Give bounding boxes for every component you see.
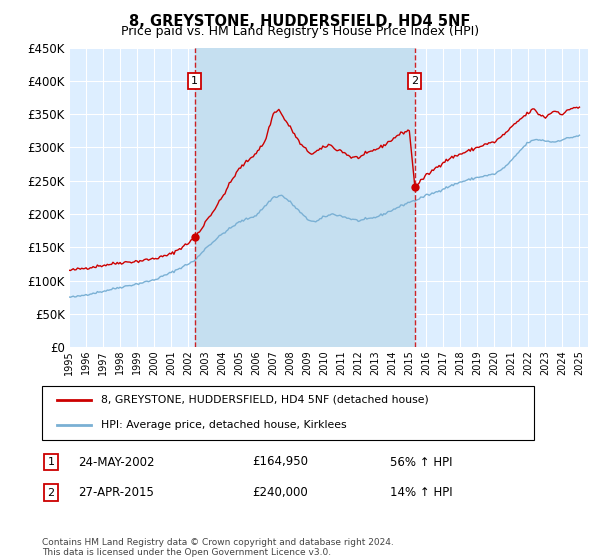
Text: 24-MAY-2002: 24-MAY-2002: [78, 455, 155, 469]
Text: £240,000: £240,000: [252, 486, 308, 500]
Text: 1: 1: [47, 457, 55, 467]
Bar: [195, 48, 415, 347]
Text: Price paid vs. HM Land Registry's House Price Index (HPI): Price paid vs. HM Land Registry's House …: [121, 25, 479, 38]
Text: 56% ↑ HPI: 56% ↑ HPI: [390, 455, 452, 469]
Text: 27-APR-2015: 27-APR-2015: [78, 486, 154, 500]
Text: 8, GREYSTONE, HUDDERSFIELD, HD4 5NF (detached house): 8, GREYSTONE, HUDDERSFIELD, HD4 5NF (det…: [101, 395, 429, 405]
Text: Contains HM Land Registry data © Crown copyright and database right 2024.
This d: Contains HM Land Registry data © Crown c…: [42, 538, 394, 557]
Text: HPI: Average price, detached house, Kirklees: HPI: Average price, detached house, Kirk…: [101, 419, 347, 430]
Text: 1: 1: [191, 76, 198, 86]
Text: 2: 2: [411, 76, 418, 86]
Text: £164,950: £164,950: [252, 455, 308, 469]
FancyBboxPatch shape: [42, 386, 534, 440]
Text: 14% ↑ HPI: 14% ↑ HPI: [390, 486, 452, 500]
Text: 8, GREYSTONE, HUDDERSFIELD, HD4 5NF: 8, GREYSTONE, HUDDERSFIELD, HD4 5NF: [130, 14, 470, 29]
Text: 2: 2: [47, 488, 55, 498]
